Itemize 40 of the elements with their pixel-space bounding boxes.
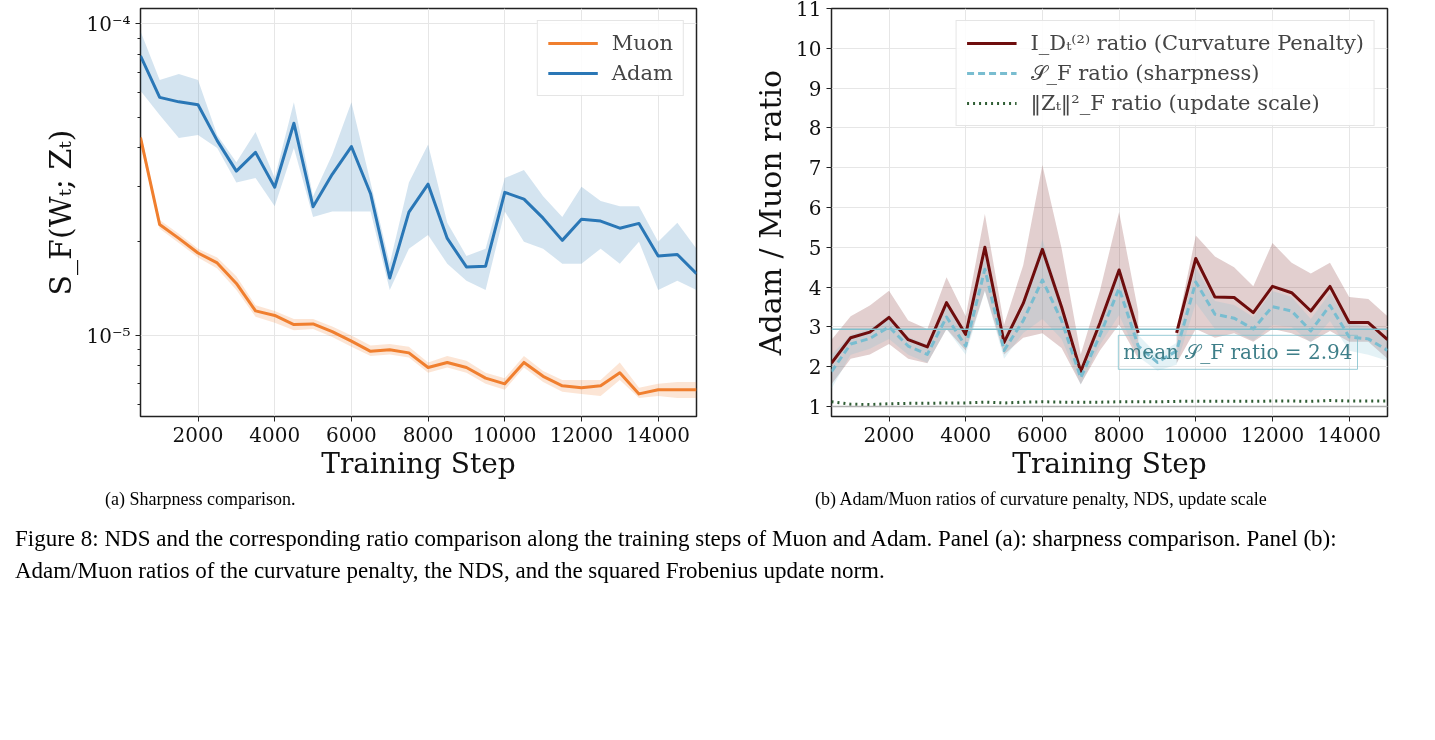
y-tick-label: 2 [808,355,822,380]
y-tick-label: 10⁻⁴ [86,11,131,36]
caption: Figure 8: NDS and the corresponding ratio comparison along the training steps of Muon and Adam. Panel (a): sharpness comparison. Panel (b): Adam/Muon ratios of the curvature penalty, the NDS, and the squared Frobenius update norm. [14,524,1338,585]
y-tick-label: 1 [808,395,822,420]
x-tick-label: 12000 [549,422,614,447]
legend-label: 𝒮_F ratio (sharpness) [1030,61,1260,85]
x-tick-label: 12000 [1240,422,1305,447]
x-tick-label: 14000 [626,422,690,447]
line-series [831,267,1388,380]
y-tick-label: 3 [808,315,822,340]
x-tick-label: 6000 [325,422,377,447]
y-axis-title: Adam / Muon ratio [753,69,789,357]
y-tick-label: 5 [808,235,822,260]
x-axis-title: Training Step [1012,446,1207,480]
y-tick-label: 10⁻⁵ [86,323,131,348]
x-tick-label: 14000 [1317,422,1381,447]
x-tick-label: 8000 [402,422,454,447]
x-tick-label: 4000 [249,422,301,447]
text: (a) Sharpness comparison. [104,488,297,511]
x-tick-label: 2000 [172,422,224,447]
legend-label: Muon [611,31,673,55]
legend-label: Adam [611,61,673,85]
y-tick-label: 4 [808,275,822,300]
y-tick-label: 8 [808,116,822,141]
x-tick-label: 2000 [863,422,915,447]
y-tick-label: 10 [796,36,822,61]
x-axis-title: Training Step [321,446,516,480]
y-axis-title: S_F(Wₜ; Zₜ) [43,129,80,296]
y-tick-label: 9 [808,76,822,101]
x-tick-label: 4000 [940,422,992,447]
legend-label: ‖Zₜ‖²_F ratio (update scale) [1030,91,1320,115]
x-tick-label: 10000 [472,422,537,447]
y-tick-label: 6 [808,196,822,221]
y-tick-label: 11 [796,0,822,21]
x-tick-label: 10000 [1163,422,1228,447]
y-tick-label: 7 [808,156,822,181]
legend-label: I_Dₜ⁽²⁾ ratio (Curvature Penalty) [1030,31,1364,55]
x-tick-label: 8000 [1093,422,1145,447]
text: (b) Adam/Muon ratios of curvature penalty, NDS, update scale [814,488,1268,511]
x-tick-label: 6000 [1016,422,1068,447]
